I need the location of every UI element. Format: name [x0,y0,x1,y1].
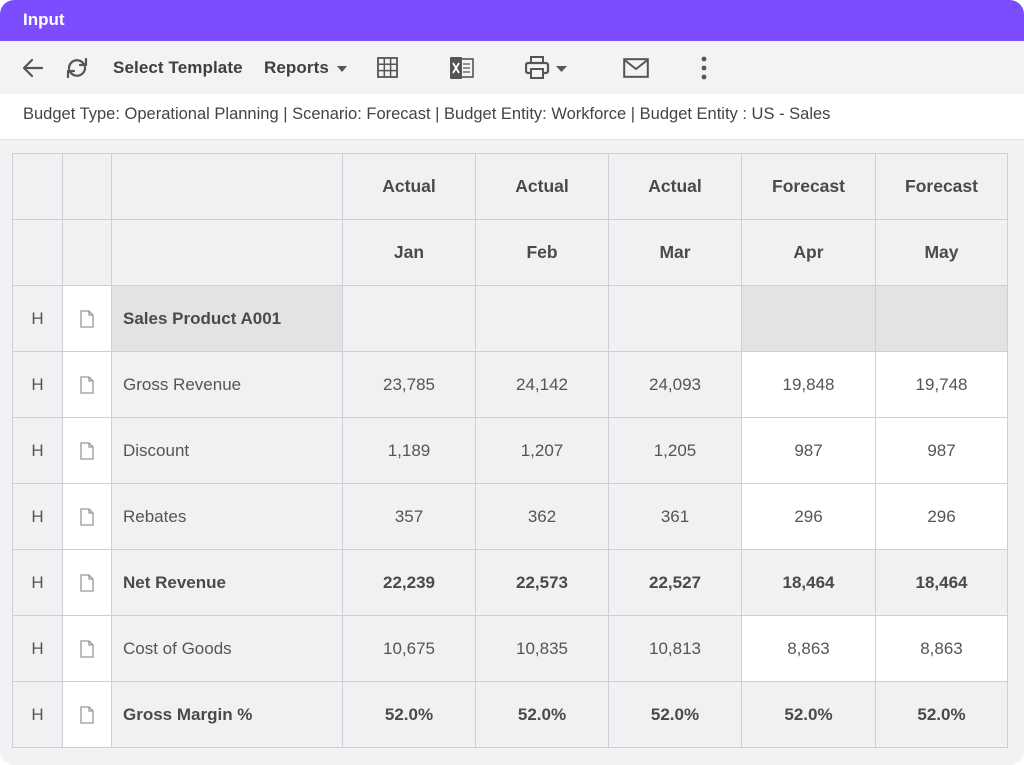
table-row: H Discount 1,189 1,207 1,205 987 987 [12,417,1008,484]
column-header: May [875,219,1008,286]
document-icon[interactable] [62,483,112,550]
value-cell: 1,207 [475,417,609,484]
value-cell: 18,464 [875,549,1008,616]
row-marker: H [12,417,63,484]
value-cell: 361 [608,483,742,550]
reports-label: Reports [264,57,329,77]
value-cell: 52.0% [608,681,742,748]
document-icon[interactable] [62,285,112,352]
row-marker: H [12,483,63,550]
row-label: Rebates [111,483,343,550]
value-cell: 357 [342,483,476,550]
header-corner [111,219,343,286]
document-icon[interactable] [62,351,112,418]
value-cell [608,285,742,352]
mail-icon[interactable] [623,41,649,94]
document-icon[interactable] [62,681,112,748]
toolbar: Select Template Reports [0,41,1024,94]
budget-grid: Actual Actual Actual Forecast Forecast J… [12,153,1008,748]
value-cell: 23,785 [342,351,476,418]
row-label: Sales Product A001 [111,285,343,352]
table-row: H Gross Margin % 52.0% 52.0% 52.0% 52.0%… [12,681,1008,748]
document-icon[interactable] [62,615,112,682]
column-header: Forecast [741,153,876,220]
column-header: Actual [608,153,742,220]
editable-cell[interactable]: 8,863 [875,615,1008,682]
editable-cell[interactable]: 19,748 [875,351,1008,418]
value-cell [475,285,609,352]
value-cell: 52.0% [342,681,476,748]
editable-cell[interactable]: 296 [875,483,1008,550]
table-row: H Sales Product A001 [12,285,1008,352]
value-cell: 18,464 [741,549,876,616]
header-row-scenario: Actual Actual Actual Forecast Forecast [12,153,1008,220]
reports-dropdown[interactable]: Reports [264,41,347,94]
chevron-down-icon [336,59,347,77]
column-header: Actual [475,153,609,220]
more-vertical-icon[interactable] [700,41,708,94]
value-cell: 10,675 [342,615,476,682]
value-cell [875,285,1008,352]
editable-cell[interactable]: 987 [875,417,1008,484]
header-corner [12,153,63,220]
value-cell: 362 [475,483,609,550]
column-header: Jan [342,219,476,286]
table-row: H Rebates 357 362 361 296 296 [12,483,1008,550]
editable-cell[interactable]: 19,848 [741,351,876,418]
value-cell: 52.0% [741,681,876,748]
column-header: Apr [741,219,876,286]
row-marker: H [12,351,63,418]
value-cell: 1,189 [342,417,476,484]
excel-icon[interactable] [449,41,475,94]
header-corner [62,153,112,220]
value-cell: 1,205 [608,417,742,484]
value-cell: 10,813 [608,615,742,682]
row-label: Net Revenue [111,549,343,616]
window-title: Input [0,0,1024,41]
table-row: H Cost of Goods 10,675 10,835 10,813 8,8… [12,615,1008,682]
table-row: H Net Revenue 22,239 22,573 22,527 18,46… [12,549,1008,616]
value-cell: 24,142 [475,351,609,418]
value-cell: 24,093 [608,351,742,418]
editable-cell[interactable]: 987 [741,417,876,484]
header-corner [12,219,63,286]
row-marker: H [12,615,63,682]
value-cell: 10,835 [475,615,609,682]
editable-cell[interactable]: 296 [741,483,876,550]
row-marker: H [12,549,63,616]
row-label: Discount [111,417,343,484]
value-cell: 22,527 [608,549,742,616]
grid-icon[interactable] [377,41,398,94]
row-label: Gross Revenue [111,351,343,418]
value-cell [342,285,476,352]
value-cell: 22,239 [342,549,476,616]
filter-summary: Budget Type: Operational Planning | Scen… [0,94,1024,140]
header-corner [62,219,112,286]
value-cell: 52.0% [875,681,1008,748]
header-row-month: Jan Feb Mar Apr May [12,219,1008,286]
row-label: Cost of Goods [111,615,343,682]
value-cell: 52.0% [475,681,609,748]
column-header: Actual [342,153,476,220]
value-cell: 22,573 [475,549,609,616]
table-row: H Gross Revenue 23,785 24,142 24,093 19,… [12,351,1008,418]
header-corner [111,153,343,220]
select-template-button[interactable]: Select Template [113,57,243,77]
row-label: Gross Margin % [111,681,343,748]
editable-cell[interactable]: 8,863 [741,615,876,682]
back-arrow-icon[interactable] [22,41,44,94]
column-header: Mar [608,219,742,286]
document-icon[interactable] [62,417,112,484]
row-marker: H [12,681,63,748]
document-icon[interactable] [62,549,112,616]
print-icon[interactable] [525,41,569,94]
column-header: Forecast [875,153,1008,220]
row-marker: H [12,285,63,352]
column-header: Feb [475,219,609,286]
refresh-icon[interactable] [64,41,90,94]
value-cell [741,285,876,352]
